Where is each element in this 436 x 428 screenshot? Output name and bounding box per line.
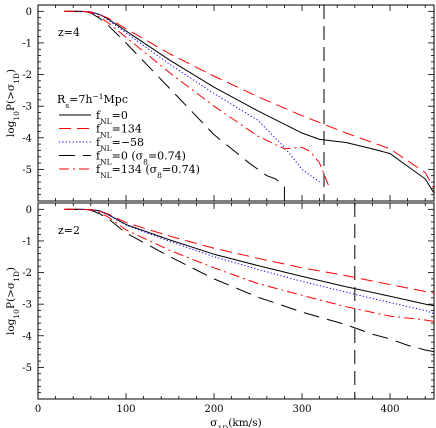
y-tick-label: 0	[26, 7, 32, 18]
series-group	[64, 208, 434, 353]
legend-label: fNL=134 (σ8=0.74)	[96, 163, 200, 180]
legend-label: fNL=0 (σ8=0.74)	[96, 150, 186, 167]
y-tick-label: -5	[22, 165, 32, 176]
series-line-0	[64, 10, 434, 194]
redshift-label: z=4	[58, 26, 80, 39]
y-tick-label: -1	[22, 38, 32, 49]
series-line-0	[64, 208, 434, 307]
series-line-3	[64, 208, 434, 353]
y-tick-label: 0	[26, 205, 32, 216]
y-tick-label: -3	[22, 300, 32, 311]
y-tick-label: -2	[22, 268, 32, 279]
y-tick-label: -1	[22, 236, 32, 247]
plot-frame	[37, 4, 435, 202]
x-tick-label: 400	[380, 404, 399, 415]
series-line-2	[64, 10, 320, 183]
legend-label: fNL=134	[96, 123, 142, 140]
x-tick-label: 200	[204, 404, 223, 415]
x-tick-label: 100	[116, 404, 135, 415]
series-group	[64, 10, 434, 201]
series-line-4	[64, 208, 434, 323]
x-tick-label: 300	[292, 404, 311, 415]
legend-label: fNL=−58	[96, 136, 144, 153]
y-tick-label: -2	[22, 70, 32, 81]
y-tick-label: -4	[22, 133, 32, 144]
y-axis-label: log10P(>σ1D)	[5, 69, 21, 137]
y-tick-label: -5	[22, 363, 32, 374]
y-axis-label: log10P(>σ1D)	[5, 267, 21, 335]
panel-bottom: 0 -1 -2 -3 -4 -5 0 100 200 300 400 log10P(>σ1D) σ1D(…	[5, 202, 435, 428]
y-tick-label: -4	[22, 331, 32, 342]
series-line-4	[64, 10, 329, 186]
series-line-2	[64, 208, 434, 315]
x-axis-label: σ1D(km/s)	[210, 417, 261, 428]
legend-label: fNL=0	[96, 109, 128, 126]
plot-frame	[37, 202, 435, 400]
legend-header: Rs=7h−1Mpc	[57, 92, 128, 110]
redshift-label: z=2	[58, 224, 80, 237]
x-tick-label: 0	[35, 404, 41, 415]
panel-top: 0-1-2-3-4-5log10P(>σ1D)z=4Rs=7h−1MpcfNL=…	[5, 4, 435, 202]
y-tick-label: -3	[22, 102, 32, 113]
